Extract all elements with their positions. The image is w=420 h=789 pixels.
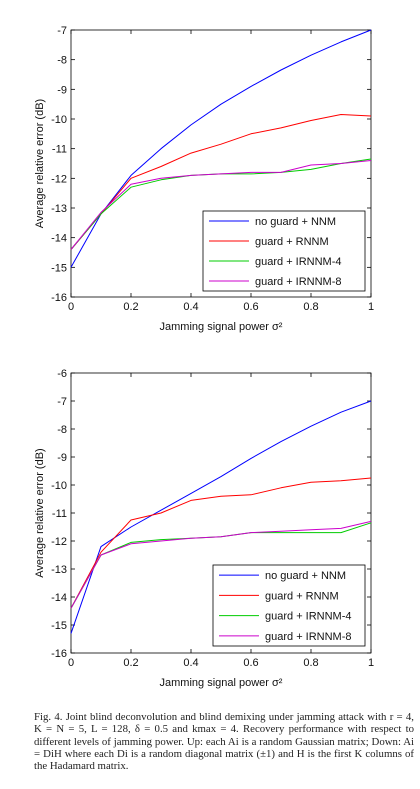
legend-label: guard + IRNNM-4 [255, 256, 342, 268]
y-tick-label: -9 [57, 84, 67, 96]
x-axis-label: Jamming signal power σ² [160, 321, 283, 333]
y-tick-label: -7 [57, 25, 67, 37]
y-tick-label: -13 [51, 203, 67, 215]
x-tick-label: 0.6 [243, 301, 258, 313]
y-tick-label: -15 [51, 620, 67, 632]
chart-top: 0 0.2 0.4 0.6 0.8 1 -16 -15 -14 -13 -12 -11 -10 -9 -8 -… [34, 25, 374, 333]
series-line-no-guard-nnm [70, 400, 372, 634]
y-tick-label: -14 [51, 592, 67, 604]
plot-frame [70, 29, 372, 298]
legend-box [212, 564, 366, 647]
x-tick-label: 1 [368, 301, 374, 313]
legend-label: guard + IRNNM-8 [255, 276, 342, 288]
x-tick-label: 0.4 [183, 657, 198, 669]
x-tick-label: 0.6 [243, 657, 258, 669]
legend-label: guard + RNNM [265, 590, 339, 602]
y-tick-label: -11 [52, 144, 67, 156]
legend-label: guard + IRNNM-4 [265, 611, 352, 623]
x-tick-label: 0.4 [183, 301, 198, 313]
y-axis-label: Average relative error (dB) [34, 99, 46, 228]
series-line-guard-irnnm-8 [70, 520, 372, 609]
y-tick-label: -8 [57, 55, 67, 67]
y-tick-label: -10 [51, 114, 67, 126]
y-tick-label: -12 [51, 173, 67, 185]
y-tick-label: -16 [51, 648, 67, 660]
legend: no guard + NNM guard + RNNM guard + IRNNM-… [212, 564, 366, 647]
series-line-guard-irnnm-8 [70, 160, 372, 250]
y-tick-label: -12 [51, 536, 67, 548]
figure-caption: Fig. 4. Joint blind deconvolution and bl… [34, 711, 414, 773]
y-tick-label: -16 [51, 292, 67, 304]
x-tick-label: 0.2 [123, 301, 138, 313]
y-tick-label: -6 [57, 368, 67, 380]
y-axis-label: Average relative error (dB) [34, 448, 46, 577]
series-line-no-guard-nnm [70, 29, 372, 268]
y-tick-label: -7 [57, 396, 67, 408]
series-line-guard-rnnm [70, 477, 372, 609]
x-tick-label: 0.8 [303, 301, 318, 313]
x-tick-label: 0.8 [303, 657, 318, 669]
chart-bottom: 0 0.2 0.4 0.6 0.8 1 -16 -15 -14 -13 -12 -11 -10 -9 -8 -… [34, 368, 374, 689]
legend: no guard + NNM guard + RNNM guard + IRNNM-… [202, 210, 366, 292]
x-tick-label: 1 [368, 657, 374, 669]
legend-label: no guard + NNM [255, 216, 336, 228]
y-tick-label: -14 [51, 233, 67, 245]
legend-label: no guard + NNM [265, 570, 346, 582]
legend-label: guard + IRNNM-8 [265, 631, 352, 643]
legend-box [202, 210, 366, 292]
legend-label: guard + RNNM [255, 236, 329, 248]
x-tick-label: 0 [68, 301, 74, 313]
y-tick-label: -10 [51, 480, 67, 492]
x-tick-label: 0 [68, 657, 74, 669]
x-axis-label: Jamming signal power σ² [160, 677, 283, 689]
y-tick-label: -8 [57, 424, 67, 436]
y-tick-label: -15 [51, 262, 67, 274]
series-line-guard-rnnm [70, 114, 372, 250]
x-tick-label: 0.2 [123, 657, 138, 669]
y-tick-label: -9 [57, 452, 67, 464]
figure: 0 0.2 0.4 0.6 0.8 1 -16 -15 -14 -13 -12 -11 -10 -9 -8 -… [34, 25, 374, 689]
y-tick-label: -11 [52, 508, 67, 520]
y-tick-label: -13 [51, 564, 67, 576]
